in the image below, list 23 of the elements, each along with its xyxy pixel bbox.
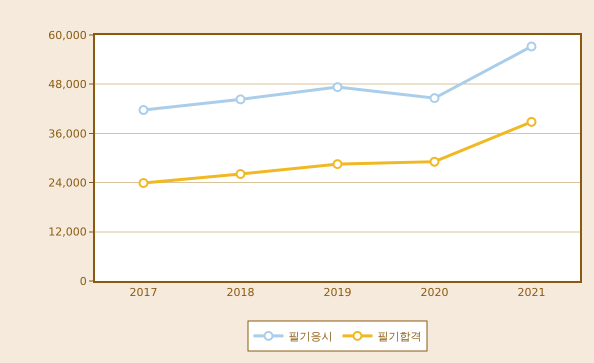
point xyxy=(138,105,148,116)
point xyxy=(430,93,440,104)
point xyxy=(138,178,148,188)
point xyxy=(236,168,246,179)
legend-label: 필기합격 xyxy=(378,330,422,344)
x-tick-label: 2017 xyxy=(130,286,158,300)
y-tick-label: 36,000 xyxy=(48,127,87,140)
x-tick-label: 2021 xyxy=(518,286,546,300)
point xyxy=(236,94,246,104)
y-tick-label: 48,000 xyxy=(48,78,87,92)
point xyxy=(332,82,342,92)
y-tick-label: 60,000 xyxy=(48,28,87,42)
point xyxy=(526,116,536,127)
y-tick-label: 0 xyxy=(80,274,87,288)
point xyxy=(332,159,342,170)
y-tick-label: 24,000 xyxy=(48,176,87,190)
legend-label: 필기응시 xyxy=(288,330,332,344)
y-tick-label: 12,000 xyxy=(48,226,87,239)
x-tick-label: 2020 xyxy=(420,286,448,300)
point xyxy=(526,41,536,52)
point xyxy=(430,156,440,167)
x-tick-label: 2018 xyxy=(226,286,254,300)
x-tick-label: 2019 xyxy=(324,286,352,300)
